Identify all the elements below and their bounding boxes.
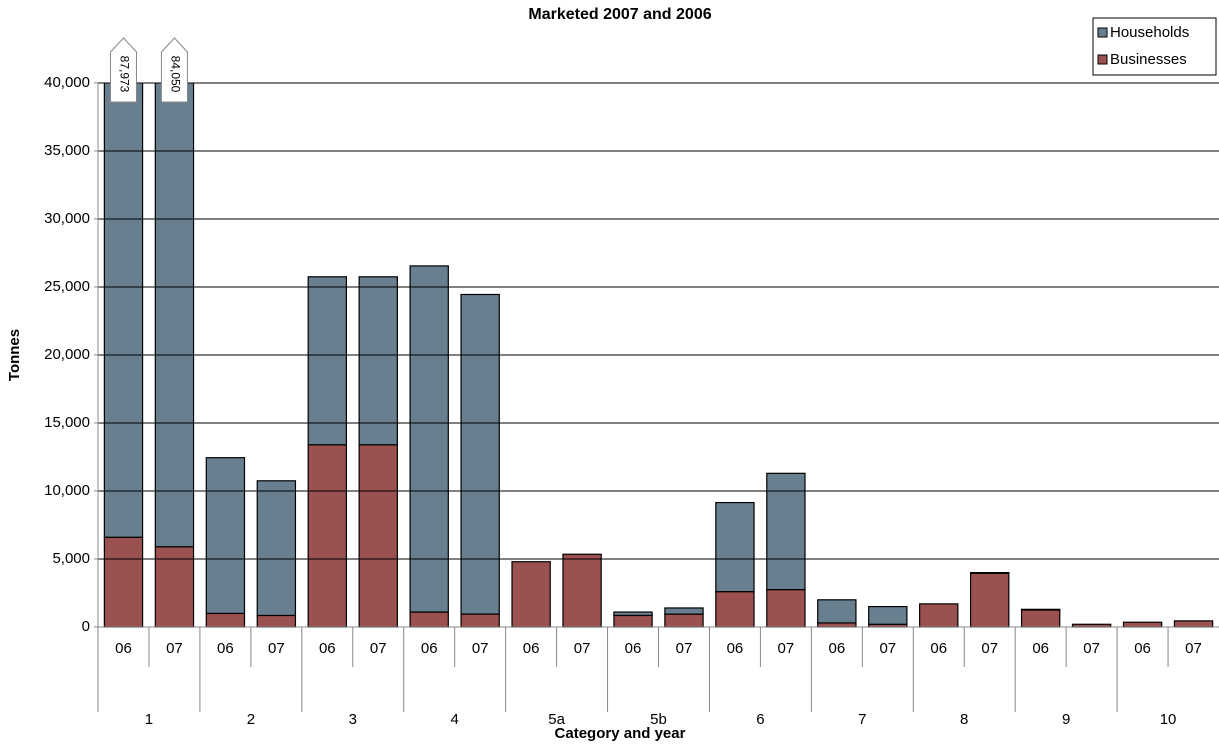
- x-tick-label: 06: [319, 640, 336, 657]
- x-axis-label: Category and year: [555, 725, 686, 742]
- x-tick-label: 07: [166, 640, 183, 657]
- y-tick-label: 20,000: [44, 346, 90, 363]
- legend-swatch: [1097, 54, 1108, 65]
- bar-segment: [817, 599, 857, 624]
- x-tick-label: 06: [930, 640, 947, 657]
- bar-segment: [766, 472, 806, 591]
- x-tick-label: 07: [676, 640, 693, 657]
- legend-swatch: [1097, 27, 1108, 38]
- chart-title: Marketed 2007 and 2006: [528, 6, 711, 23]
- x-tick-label: 06: [1032, 640, 1049, 657]
- x-tick-label: 06: [727, 640, 744, 657]
- bar-segment: [358, 444, 398, 628]
- x-tick-label: 06: [625, 640, 642, 657]
- x-tick-label: 07: [370, 640, 387, 657]
- bar-segment: [154, 546, 195, 628]
- group-label: 7: [858, 711, 866, 728]
- bar-segment: [664, 607, 704, 615]
- legend-box: [1092, 17, 1217, 76]
- bar-segment: [1122, 621, 1163, 628]
- x-tick-label: 07: [879, 640, 896, 657]
- bar-segment: [103, 536, 144, 628]
- bar-segment: [969, 571, 1010, 574]
- group-label: 1: [145, 711, 153, 728]
- legend-label: Businesses: [1110, 51, 1187, 68]
- x-tick-label: 07: [981, 640, 998, 657]
- bar-segment: [1173, 620, 1214, 628]
- group-label: 5a: [548, 711, 565, 728]
- x-tick-label: 06: [523, 640, 540, 657]
- group-label: 10: [1160, 711, 1177, 728]
- legend-label: Households: [1110, 24, 1189, 41]
- y-tick-label: 40,000: [44, 74, 90, 91]
- y-tick-label: 35,000: [44, 142, 90, 159]
- bar-segment: [715, 591, 755, 628]
- bar-segment: [664, 613, 704, 628]
- group-label: 3: [349, 711, 357, 728]
- y-tick-label: 15,000: [44, 414, 90, 431]
- bar-segment: [256, 480, 297, 617]
- x-tick-label: 07: [778, 640, 795, 657]
- y-tick-label: 0: [82, 618, 90, 635]
- overflow-label: 84,050: [168, 56, 182, 93]
- group-label: 9: [1062, 711, 1070, 728]
- x-tick-label: 07: [472, 640, 489, 657]
- group-label: 5b: [650, 711, 667, 728]
- x-tick-label: 06: [421, 640, 438, 657]
- x-tick-label: 07: [1083, 640, 1100, 657]
- bar-segment: [154, 83, 195, 548]
- bar-segment: [358, 276, 398, 446]
- overflow-arrow: [109, 37, 137, 103]
- bar-segment: [715, 501, 755, 593]
- x-tick-label: 07: [268, 640, 285, 657]
- overflow-arrow: [160, 37, 188, 103]
- group-label: 8: [960, 711, 968, 728]
- x-tick-label: 06: [1134, 640, 1151, 657]
- bar-segment: [613, 611, 653, 617]
- bar-segment: [409, 611, 449, 628]
- plot-area: [103, 83, 1214, 628]
- bar-segment: [307, 444, 348, 628]
- y-axis-label: Tonnes: [6, 329, 23, 381]
- bar-segment: [103, 83, 144, 538]
- group-label: 4: [451, 711, 459, 728]
- bar-segment: [1020, 609, 1061, 628]
- group-label: 2: [247, 711, 255, 728]
- bar-segment: [1020, 608, 1061, 611]
- x-tick-label: 07: [1185, 640, 1202, 657]
- overflow-label: 87,973: [117, 56, 131, 93]
- bar-segment: [460, 293, 500, 615]
- bar-segment: [868, 605, 908, 625]
- bar-segment: [205, 612, 246, 628]
- y-tick-label: 30,000: [44, 210, 90, 227]
- x-tick-label: 06: [217, 640, 234, 657]
- bar-segment: [511, 561, 551, 628]
- bar-segment: [817, 622, 857, 628]
- y-tick-label: 5,000: [52, 550, 90, 567]
- bar-segment: [766, 588, 806, 628]
- x-tick-label: 07: [574, 640, 591, 657]
- x-tick-label: 06: [828, 640, 845, 657]
- bar-segment: [205, 457, 246, 614]
- bar-segment: [969, 572, 1010, 628]
- y-tick-label: 10,000: [44, 482, 90, 499]
- bar-segment: [919, 603, 959, 628]
- bar-segment: [460, 613, 500, 628]
- bar-segment: [613, 614, 653, 628]
- bar-segment: [409, 265, 449, 613]
- group-label: 6: [756, 711, 764, 728]
- bar-segment: [307, 276, 348, 446]
- bar-segment: [562, 553, 602, 628]
- bar-segment: [256, 614, 297, 628]
- x-tick-label: 06: [115, 640, 132, 657]
- y-tick-label: 25,000: [44, 278, 90, 295]
